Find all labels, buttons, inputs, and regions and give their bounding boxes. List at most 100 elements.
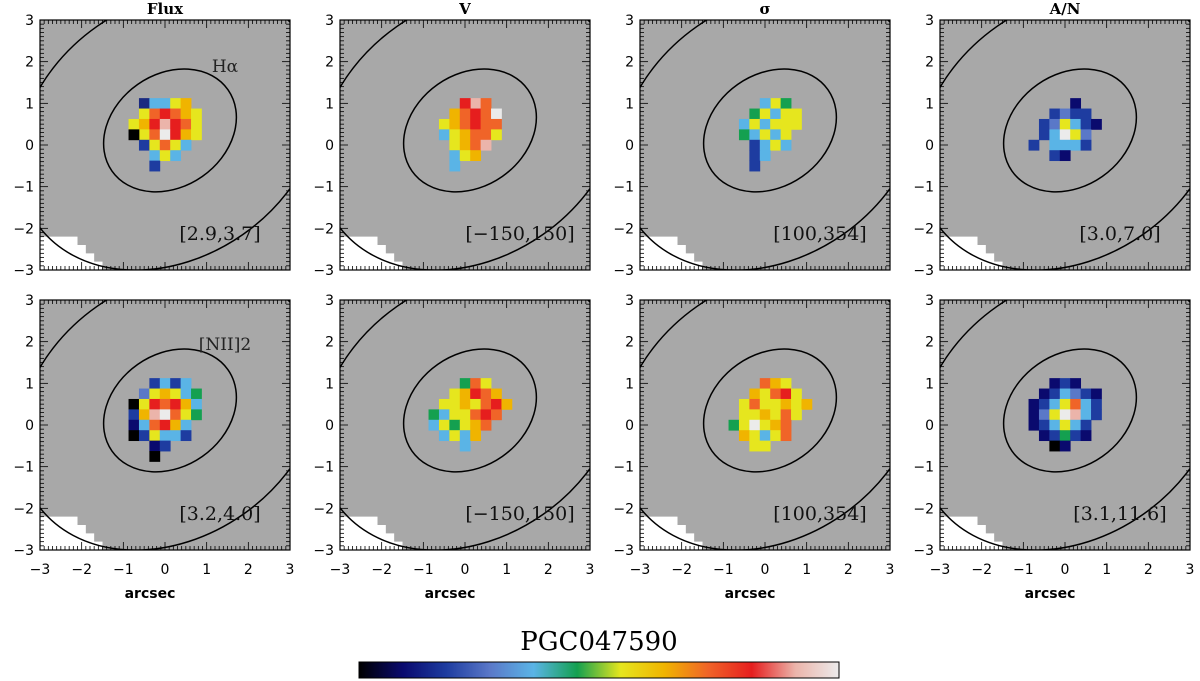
y-tick-label: −1 (913, 180, 934, 196)
data-pixel (480, 118, 492, 130)
y-tick-label: 1 (325, 96, 334, 112)
data-pixel (170, 108, 182, 120)
data-pixel (1080, 139, 1092, 151)
data-pixel (459, 129, 471, 141)
data-pixel (480, 419, 492, 431)
data-pixel (780, 378, 792, 389)
data-pixel (159, 139, 171, 151)
data-pixel (170, 388, 182, 400)
data-pixel (780, 118, 792, 130)
data-pixel (759, 419, 771, 431)
data-pixel (1059, 430, 1071, 442)
y-tick-label: −2 (13, 221, 34, 237)
panel-plot-area (940, 300, 1190, 550)
data-pixel (1049, 129, 1061, 141)
data-pixel (480, 139, 492, 151)
range-label: [100,354] (773, 223, 866, 245)
x-tick-label: 0 (761, 562, 770, 578)
y-tick-label: 3 (925, 13, 934, 29)
x-tick-label: 2 (244, 562, 253, 578)
data-pixel (138, 118, 150, 130)
data-pixel (191, 398, 202, 410)
data-pixel (770, 419, 782, 431)
data-pixel (738, 118, 750, 130)
data-pixel (149, 160, 161, 172)
data-pixel (1091, 118, 1102, 130)
data-pixel (770, 409, 782, 421)
data-pixel (470, 98, 482, 109)
data-pixel (749, 440, 761, 452)
isophote-contour (1002, 348, 1138, 473)
data-pixel (1038, 419, 1050, 431)
data-pixel (438, 430, 450, 442)
panel-grid: −3 −2 −1 0 1 2 3 Flux Hα [2.9,3.7] −3 −2 −1 0 1 2 3 V [−15… (13, 0, 1194, 602)
y-tick-label: −3 (313, 543, 334, 559)
data-pixel (1049, 139, 1061, 151)
data-pixel (449, 160, 461, 172)
data-pixel (128, 419, 140, 431)
data-pixel (449, 419, 461, 431)
data-pixel (149, 398, 161, 410)
y-tick-label: 1 (925, 376, 934, 392)
emission-line-label: Hα (212, 57, 239, 77)
data-pixel (480, 388, 492, 400)
x-tick-label: 3 (886, 562, 895, 578)
data-pixel (138, 409, 150, 421)
data-pixel (170, 150, 182, 162)
data-pixel (180, 398, 192, 410)
panel-plot-area (640, 20, 890, 270)
y-tick-label: 0 (625, 418, 634, 434)
data-pixel (480, 98, 492, 109)
data-pixel (1049, 430, 1061, 442)
data-pixel (149, 388, 161, 400)
data-pixel (759, 440, 771, 452)
data-pixel (159, 388, 171, 400)
data-pixel (138, 430, 150, 442)
data-pixel (1080, 430, 1092, 442)
data-pixel (1059, 150, 1071, 162)
data-pixel (738, 430, 750, 442)
data-pixel (149, 150, 161, 162)
data-pixel (749, 419, 761, 431)
data-pixel (1028, 419, 1040, 431)
y-tick-label: 2 (925, 55, 934, 71)
data-pixel (180, 118, 192, 130)
x-axis-label: arcsec (1025, 586, 1076, 602)
data-pixel (1059, 398, 1071, 410)
data-pixel (801, 398, 813, 410)
y-tick-label: −3 (313, 263, 334, 279)
data-pixel (1038, 388, 1050, 400)
panel-title: σ (759, 0, 770, 18)
data-pixel (1038, 409, 1050, 421)
y-tick-label: −2 (313, 501, 334, 517)
x-tick-label: −2 (71, 562, 92, 578)
data-pixel (1038, 398, 1050, 410)
data-pixel (1059, 419, 1071, 431)
panel-0-2: −3 −2 −1 0 1 2 3 σ [100,354] (613, 0, 891, 279)
data-pixel (480, 108, 492, 120)
data-pixel (759, 388, 771, 400)
y-tick-label: −1 (13, 460, 34, 476)
x-tick-label: −3 (930, 562, 951, 578)
isophote-contour (102, 68, 238, 193)
data-pixel (459, 440, 471, 452)
data-pixel (1059, 129, 1071, 141)
y-tick-label: −2 (313, 221, 334, 237)
emission-line-label: [NII]2 (199, 335, 251, 355)
data-pixel (159, 440, 171, 452)
data-pixel (438, 409, 450, 421)
data-pixel (780, 129, 792, 141)
data-pixel (191, 388, 202, 400)
data-pixel (1080, 419, 1092, 431)
data-pixel (1080, 398, 1092, 410)
data-pixel (449, 409, 461, 421)
y-tick-label: 1 (25, 376, 34, 392)
data-pixel (470, 118, 482, 130)
x-axis-label: arcsec (725, 586, 776, 602)
data-pixel (1070, 98, 1082, 109)
y-tick-label: 1 (625, 96, 634, 112)
data-pixel (159, 98, 171, 109)
data-pixel (149, 129, 161, 141)
data-pixel (128, 430, 140, 442)
colorbar (358, 661, 840, 679)
